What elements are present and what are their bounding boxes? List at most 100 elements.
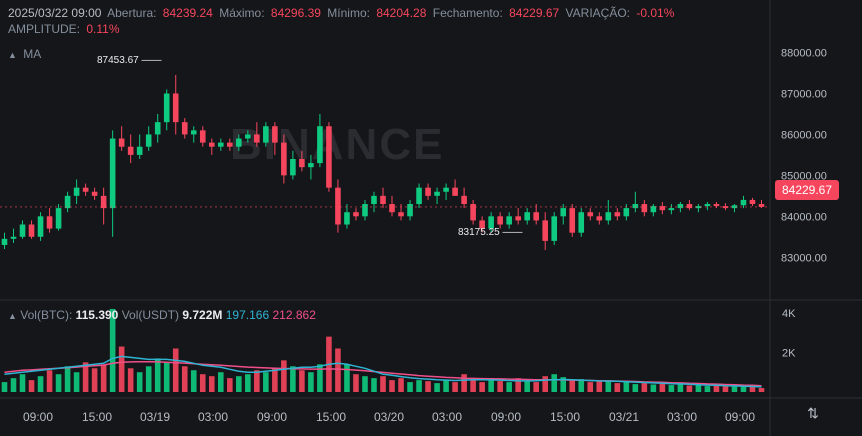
candle-body: [551, 216, 558, 241]
candle-body: [317, 126, 323, 164]
candle-body: [46, 216, 53, 229]
vol-ma1-value: 197.166: [225, 308, 270, 322]
candle-body: [362, 204, 368, 217]
candle-body: [100, 195, 107, 209]
volume-bar: [623, 382, 630, 392]
price-tick-label: 88000.00: [781, 48, 827, 60]
candle-body: [263, 126, 269, 143]
candle-body: [713, 204, 720, 207]
candle-body: [479, 220, 485, 229]
candle-body: [632, 204, 639, 209]
candle-body: [470, 204, 476, 221]
volume-bar: [740, 386, 747, 392]
chart-settings-icon[interactable]: ⇅: [807, 405, 819, 421]
candle-body: [172, 93, 179, 123]
volume-bar: [470, 379, 476, 392]
candle-body: [398, 212, 404, 217]
volume-bar: [91, 368, 98, 392]
collapse-arrow-icon[interactable]: ▲: [8, 50, 17, 60]
candle-body: [190, 130, 197, 135]
candle-body: [145, 134, 152, 147]
candle-body: [641, 204, 648, 213]
volume-bar: [163, 362, 170, 392]
volume-bar: [434, 383, 440, 392]
volume-bar: [596, 381, 603, 392]
candle-body: [407, 204, 413, 217]
candle-body: [704, 204, 711, 207]
candle-body: [749, 199, 756, 205]
volume-bar: [731, 386, 738, 392]
candle-body: [227, 142, 233, 147]
close-label: Fechamento:: [432, 6, 503, 20]
candle-body: [344, 212, 350, 225]
volume-bar: [605, 380, 612, 392]
volume-bar: [353, 374, 359, 392]
candle-body: [614, 212, 621, 217]
volume-bar: [551, 374, 558, 392]
volume-bar: [272, 368, 278, 392]
candle-body: [28, 224, 35, 237]
price-tick-label: 84000.00: [781, 211, 827, 223]
volume-bar: [37, 376, 44, 392]
volume-bar: [578, 379, 585, 392]
volume-legend: ▲ Vol(BTC): 115.390 Vol(USDT) 9.722M 197…: [8, 308, 316, 322]
volume-bar: [64, 366, 71, 392]
candle-body: [118, 138, 125, 147]
candle-body: [281, 142, 287, 176]
candle-body: [542, 220, 549, 241]
candle-body: [731, 205, 738, 209]
candle-body: [668, 208, 675, 211]
candle-body: [434, 191, 440, 196]
volume-bar: [641, 383, 648, 392]
volume-bar: [335, 348, 341, 392]
price-tick-label: 85000.00: [781, 170, 827, 182]
candle-body: [587, 212, 594, 217]
candle-body: [758, 204, 765, 207]
volume-bar: [154, 358, 161, 392]
volume-bar: [749, 387, 756, 392]
volume-bar: [46, 370, 53, 392]
price-tick-label: 83000.00: [781, 252, 827, 264]
candle-body: [199, 130, 206, 143]
current-price-badge: 84229.67: [775, 180, 839, 200]
candle-body: [208, 142, 215, 147]
candle-body: [335, 187, 341, 225]
candle-body: [488, 216, 494, 229]
vol-btc-value: 115.390: [75, 308, 119, 322]
candle-body: [82, 187, 89, 192]
volume-bar: [190, 370, 197, 392]
candle-body: [91, 191, 98, 196]
volume-bar: [1, 382, 8, 392]
price-tick-label: 86000.00: [781, 129, 827, 141]
candle-body: [181, 122, 188, 135]
amplitude-label: AMPLITUDE:: [8, 22, 81, 36]
ma-label[interactable]: MA: [23, 47, 42, 61]
amplitude-value: 0.11%: [86, 22, 120, 36]
collapse-arrow-icon[interactable]: ▲: [8, 311, 17, 321]
candle-body: [290, 159, 296, 176]
volume-bar: [100, 364, 107, 392]
candle-body: [740, 199, 747, 206]
price-tick-label: 87000.00: [781, 89, 827, 101]
ma-indicator-row[interactable]: ▲ MA: [8, 47, 44, 61]
volume-bar: [533, 382, 539, 392]
candle-body: [569, 208, 576, 233]
candle-body: [515, 216, 521, 221]
low-label: Mínimo:: [327, 6, 370, 20]
candle-body: [326, 126, 332, 188]
amplitude-row: AMPLITUDE: 0.11%: [8, 22, 123, 36]
volume-bar: [245, 374, 251, 392]
volume-bar: [632, 384, 639, 392]
volume-bar: [587, 382, 594, 392]
volume-bar: [686, 385, 693, 392]
candle-body: [506, 216, 512, 225]
candle-body: [425, 187, 431, 196]
time-tick-label: 09:00: [725, 410, 755, 424]
volume-bar: [118, 346, 125, 392]
volume-bar: [677, 384, 684, 392]
candle-body: [55, 208, 62, 229]
candle-body: [560, 208, 567, 217]
candle-body: [163, 93, 170, 123]
candle-body: [236, 138, 242, 147]
